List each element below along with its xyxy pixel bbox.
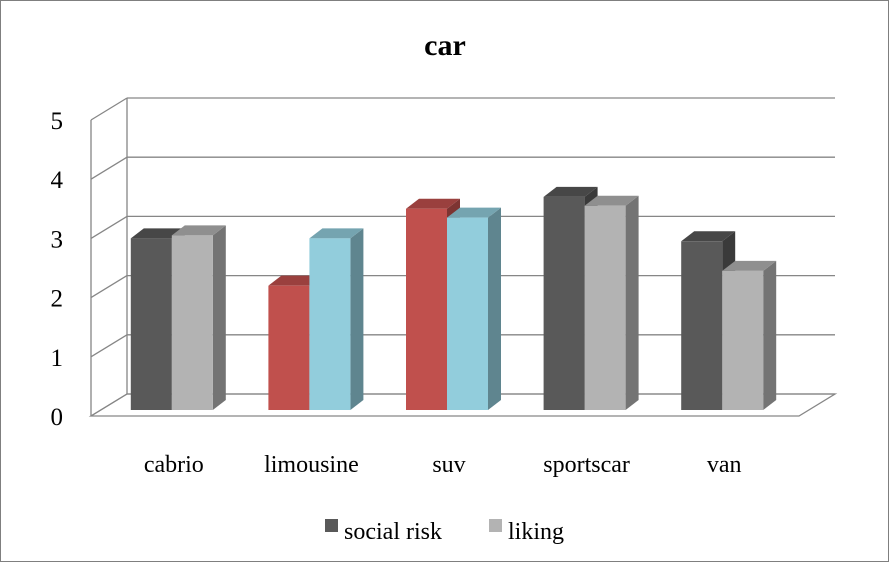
- legend-label: liking: [508, 519, 564, 545]
- legend-label: social risk: [344, 519, 442, 545]
- x-axis-labels: cabrio limousine suv sportscar van: [144, 452, 742, 478]
- x-category-label: limousine: [264, 452, 359, 478]
- bar-front: [722, 270, 764, 410]
- y-axis-ticks: 0 1 2 3 4 5: [51, 108, 64, 431]
- bar-front: [406, 208, 447, 410]
- x-category-label: suv: [432, 452, 465, 478]
- bar-top: [171, 225, 226, 236]
- x-category-label: van: [707, 452, 742, 478]
- bar-front: [130, 238, 172, 410]
- y-tick-label: 5: [51, 108, 64, 135]
- bar-side: [488, 207, 501, 410]
- bar-liking-limousine: [309, 228, 364, 410]
- bar-top: [130, 228, 185, 239]
- bar-top: [681, 231, 736, 242]
- bar-liking-van: [722, 260, 777, 410]
- gridline-wall: [90, 334, 128, 358]
- gridline-wall: [90, 215, 128, 239]
- bar-top: [268, 275, 323, 286]
- chart-title: car: [424, 29, 466, 62]
- bar-top: [722, 260, 777, 271]
- bar-side: [763, 260, 777, 410]
- legend-swatch: [489, 519, 502, 532]
- bar-side: [212, 225, 226, 410]
- gridline-wall: [90, 275, 128, 299]
- gridline-wall: [90, 393, 128, 417]
- y-tick-label: 1: [51, 345, 64, 372]
- bar-liking-cabrio: [171, 225, 226, 410]
- bar-liking-suv: [447, 207, 501, 410]
- bar-front: [309, 238, 351, 410]
- bar-front: [447, 217, 488, 410]
- legend-swatch: [325, 519, 338, 532]
- x-category-label: sportscar: [543, 452, 630, 478]
- legend: social risk liking: [325, 519, 564, 545]
- bars: [130, 186, 777, 410]
- y-tick-label: 3: [51, 226, 64, 253]
- y-tick-label: 2: [51, 286, 64, 313]
- bar-front: [268, 285, 310, 410]
- bar-top: [309, 228, 364, 239]
- bar-top: [543, 186, 598, 197]
- bar-front: [584, 205, 626, 410]
- bar-side: [625, 195, 639, 410]
- bar-top: [584, 195, 639, 206]
- bar-front: [171, 235, 213, 410]
- y-tick-label: 0: [51, 404, 64, 431]
- gridline-wall: [90, 156, 128, 180]
- bar-top: [406, 198, 460, 209]
- bar-front: [543, 196, 585, 410]
- gridline-wall: [90, 97, 128, 121]
- bar-top: [447, 207, 501, 218]
- y-tick-label: 4: [51, 167, 64, 194]
- x-category-label: cabrio: [144, 452, 204, 478]
- bar-side: [350, 228, 364, 410]
- bar-front: [681, 241, 723, 410]
- bar-liking-sportscar: [584, 195, 639, 410]
